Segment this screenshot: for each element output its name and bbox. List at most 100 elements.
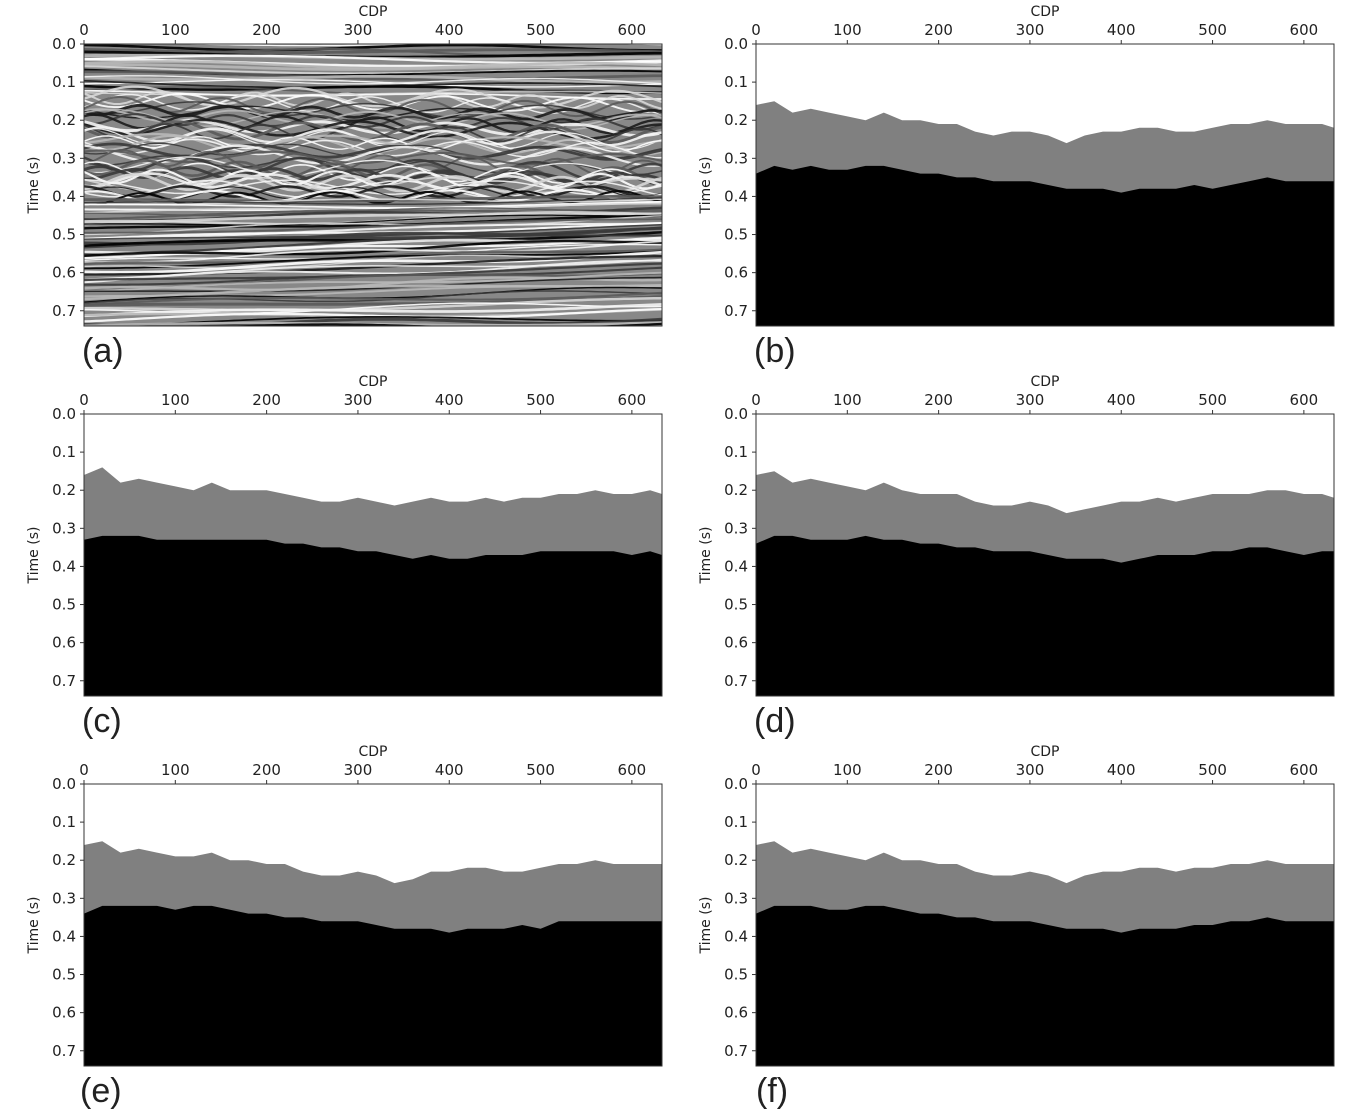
y-tick-label: 0.3 — [724, 889, 748, 907]
y-tick-label: 0.7 — [52, 672, 76, 690]
reflector-line — [84, 179, 662, 199]
y-axis-title: Time (s) — [698, 897, 714, 955]
x-tick-label: 300 — [344, 21, 373, 39]
y-axis-title: Time (s) — [26, 527, 42, 585]
y-tick-label: 0.4 — [52, 557, 76, 575]
y-tick-label: 0.6 — [724, 264, 748, 282]
plot-frame — [83, 783, 663, 1067]
y-tick-label: 0.3 — [724, 519, 748, 537]
y-tick-label: 0.3 — [724, 149, 748, 167]
x-tick-label: 300 — [1016, 21, 1045, 39]
chart-svg: 0 100 200 300 400 500 600 0.0 0.1 0.2 0.3 0.4 0.5 0.6… — [26, 374, 663, 697]
reflector-line — [84, 218, 662, 234]
reflector-line — [84, 75, 662, 85]
y-tick-label: 0.4 — [724, 557, 748, 575]
y-tick-label: 0.5 — [52, 966, 76, 984]
reflector-line — [84, 290, 662, 304]
y-axis-title: Time (s) — [698, 527, 714, 585]
y-tick-label: 0.2 — [724, 481, 748, 499]
x-tick-label: 500 — [526, 391, 555, 409]
y-tick-label: 0.4 — [724, 927, 748, 945]
reflector-line — [84, 127, 662, 150]
y-axis-title: Time (s) — [698, 157, 714, 215]
x-tick-label: 600 — [618, 761, 647, 779]
x-tick-label: 600 — [1290, 761, 1319, 779]
y-tick-label: 0.2 — [52, 111, 76, 129]
reflector-line — [84, 214, 662, 226]
panel-label: (a) — [82, 332, 124, 370]
y-tick-label: 0.1 — [52, 73, 76, 91]
y-tick-label: 0.4 — [52, 187, 76, 205]
x-tick-label: 300 — [344, 391, 373, 409]
reflector-line — [84, 239, 662, 257]
x-tick-label: 0 — [79, 761, 89, 779]
plot-frame — [83, 413, 663, 697]
chart-svg: 0 100 200 300 400 500 600 0.0 0.1 0.2 0.3 0.4 0.5 0.6… — [698, 374, 1335, 697]
y-tick-label: 0.0 — [724, 35, 748, 53]
x-tick-label: 0 — [751, 391, 761, 409]
panel-label: (d) — [754, 702, 796, 740]
panel-c: 0 100 200 300 400 500 600 0.0 0.1 0.2 0.3 0.4 0.5 0.6… — [0, 370, 681, 740]
panel-f: 0 100 200 300 400 500 600 0.0 0.1 0.2 0.3 0.4 0.5 0.6… — [672, 740, 1353, 1110]
y-tick-label: 0.1 — [724, 73, 748, 91]
plot-frame — [755, 413, 1335, 697]
x-tick-label: 100 — [161, 761, 190, 779]
reflector-line — [84, 259, 662, 284]
reflector-line — [84, 65, 662, 75]
x-tick-label: 100 — [161, 21, 190, 39]
y-tick-label: 0.3 — [52, 889, 76, 907]
bottom-layer — [84, 905, 662, 1066]
reflector-line — [84, 215, 662, 236]
reflector-line — [84, 149, 662, 176]
reflector-line — [84, 168, 662, 190]
panel-label: (c) — [82, 702, 122, 740]
x-tick-label: 0 — [79, 21, 89, 39]
y-tick-label: 0.5 — [724, 226, 748, 244]
x-tick-label: 300 — [1016, 391, 1045, 409]
reflector-line — [84, 276, 662, 293]
y-tick-label: 0.2 — [724, 111, 748, 129]
plot-frame — [755, 783, 1335, 1067]
y-tick-label: 0.7 — [52, 1042, 76, 1060]
seismic-reflectors — [84, 44, 662, 326]
x-tick-label: 500 — [526, 761, 555, 779]
plot-frame — [83, 43, 663, 327]
x-tick-label: 200 — [924, 391, 953, 409]
y-tick-label: 0.5 — [724, 596, 748, 614]
reflector-line — [84, 92, 662, 114]
reflector-line — [84, 212, 662, 226]
reflector-line — [84, 303, 662, 318]
y-tick-label: 0.0 — [52, 775, 76, 793]
reflector-line — [84, 74, 662, 84]
y-tick-label: 0.1 — [52, 813, 76, 831]
y-tick-label: 0.5 — [52, 596, 76, 614]
reflector-line — [84, 120, 662, 144]
panel-b: 0 100 200 300 400 500 600 0.0 0.1 0.2 0.3 0.4 0.5 0.6… — [672, 0, 1353, 370]
x-tick-label: 600 — [1290, 21, 1319, 39]
x-axis-title: CDP — [1031, 4, 1060, 20]
x-tick-label: 100 — [833, 391, 862, 409]
y-tick-label: 0.0 — [724, 775, 748, 793]
x-tick-label: 100 — [161, 391, 190, 409]
y-tick-label: 0.1 — [52, 443, 76, 461]
x-tick-label: 0 — [751, 761, 761, 779]
x-axis-title: CDP — [359, 4, 388, 20]
y-tick-label: 0.7 — [724, 302, 748, 320]
bottom-layer — [84, 535, 662, 696]
x-tick-label: 400 — [435, 391, 464, 409]
y-tick-label: 0.1 — [724, 813, 748, 831]
x-axis-title: CDP — [1031, 374, 1060, 390]
reflector-line — [84, 85, 662, 109]
x-tick-label: 0 — [79, 391, 89, 409]
chart-svg: 0 100 200 300 400 500 600 0.0 0.1 0.2 0.3 0.4 0.5 0.6… — [26, 744, 663, 1067]
chart-svg: 0 100 200 300 400 500 600 0.0 0.1 0.2 0.3 0.4 0.5 0.6… — [26, 4, 663, 327]
y-tick-label: 0.7 — [724, 672, 748, 690]
reflector-line — [84, 156, 662, 183]
y-tick-label: 0.6 — [52, 634, 76, 652]
panel-e: 0 100 200 300 400 500 600 0.0 0.1 0.2 0.3 0.4 0.5 0.6… — [0, 740, 681, 1110]
y-tick-label: 0.6 — [724, 1004, 748, 1022]
reflector-line — [84, 222, 662, 240]
reflector-line — [84, 70, 662, 81]
reflector-line — [84, 195, 662, 203]
y-tick-label: 0.4 — [724, 187, 748, 205]
